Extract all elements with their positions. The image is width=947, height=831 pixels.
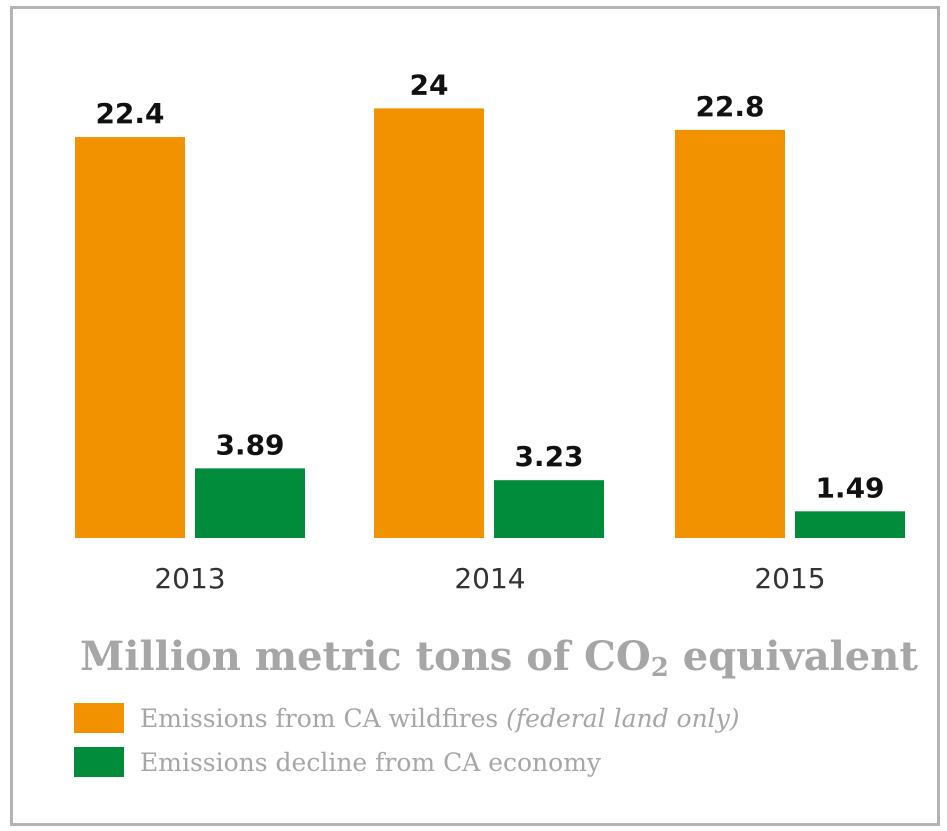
bar-2014-series-0 — [374, 108, 484, 539]
bar-2015-series-0 — [675, 129, 785, 538]
x-tick-label-2014: 2014 — [454, 562, 525, 595]
x-tick-label-2015: 2015 — [754, 562, 825, 595]
legend-item-economy: Emissions decline from CA economy — [74, 745, 601, 779]
chart-frame — [10, 6, 940, 826]
title-tail: equivalent — [668, 633, 918, 680]
bar-2013-series-1 — [195, 468, 305, 538]
bar-2014-series-1 — [494, 480, 604, 538]
value-label-2013-series-0: 22.4 — [95, 97, 164, 130]
legend-label-wildfires: Emissions from CA wildfires — [140, 703, 507, 733]
value-label-2015-series-1: 1.49 — [815, 471, 884, 504]
legend-swatch-economy — [74, 747, 124, 777]
legend-swatch-wildfires — [74, 703, 124, 733]
x-tick-label-2013: 2013 — [154, 562, 225, 595]
bar-2013-series-0 — [75, 137, 185, 539]
legend-label-wildfires-note: (federal land only) — [506, 703, 740, 733]
value-label-2014-series-0: 24 — [410, 68, 449, 101]
bar-2015-series-1 — [795, 511, 905, 538]
legend-item-wildfires: Emissions from CA wildfires (federal lan… — [74, 701, 740, 735]
title-main: Million metric tons of CO — [80, 633, 651, 680]
value-label-2014-series-1: 3.23 — [514, 440, 583, 473]
value-label-2015-series-0: 22.8 — [695, 90, 764, 123]
chart-title: Million metric tons of CO2 equivalent — [80, 633, 918, 683]
value-label-2013-series-1: 3.89 — [215, 428, 284, 461]
bar-chart: 22.4 3.89 2013 24 3.23 2014 22.8 1.49 2015 — [75, 68, 905, 595]
legend-label-economy: Emissions decline from CA economy — [140, 747, 602, 777]
title-subscript: 2 — [650, 653, 669, 683]
